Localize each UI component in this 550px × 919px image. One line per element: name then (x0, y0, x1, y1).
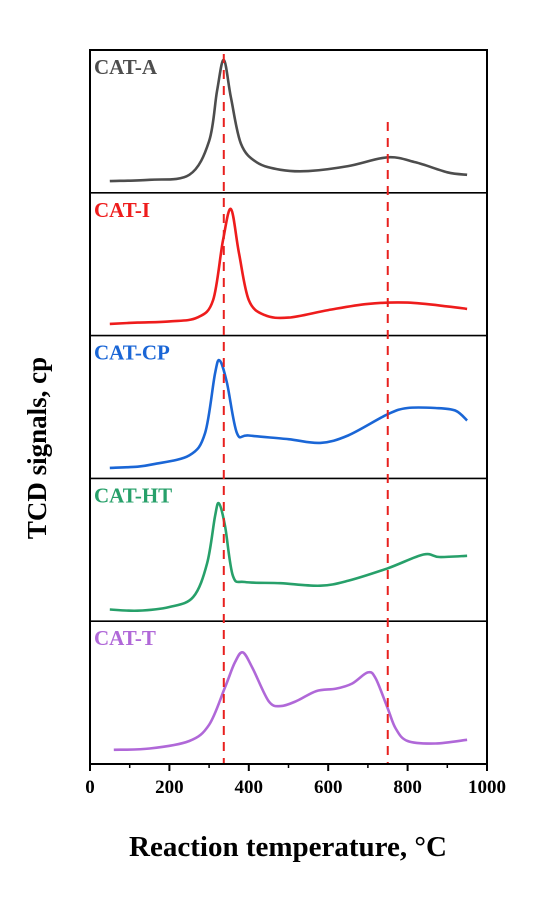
series-line-cat-t (113, 651, 468, 752)
x-tick-label: 0 (85, 777, 95, 798)
panel-label-cat-i: CAT-I (94, 198, 150, 222)
panel-label-cat-t: CAT-T (94, 626, 156, 650)
reference-lines-group (222, 54, 389, 764)
x-tick-label: 400 (235, 777, 264, 798)
x-tick-label: 800 (393, 777, 422, 798)
panel-label-cat-a: CAT-A (94, 55, 158, 79)
series-line-cat-cp (109, 358, 469, 470)
series-line-cat-a (109, 58, 468, 183)
x-axis: 0 200 400 600 800 1000 (85, 764, 506, 798)
x-tick-label: 600 (314, 777, 343, 798)
x-tick-label: 1000 (468, 777, 506, 798)
y-axis-title: TCD signals, cp (22, 357, 52, 539)
x-axis-title: Reaction temperature, °C (129, 831, 447, 863)
panel-label-cat-cp: CAT-CP (94, 341, 170, 365)
series-line-cat-i (109, 207, 468, 326)
panels-group: CAT-A CAT-I CAT-CP CAT-HT CAT-T (90, 55, 487, 752)
series-line-cat-ht (109, 501, 468, 613)
panel-label-cat-ht: CAT-HT (94, 483, 172, 507)
x-tick-label: 200 (155, 777, 184, 798)
